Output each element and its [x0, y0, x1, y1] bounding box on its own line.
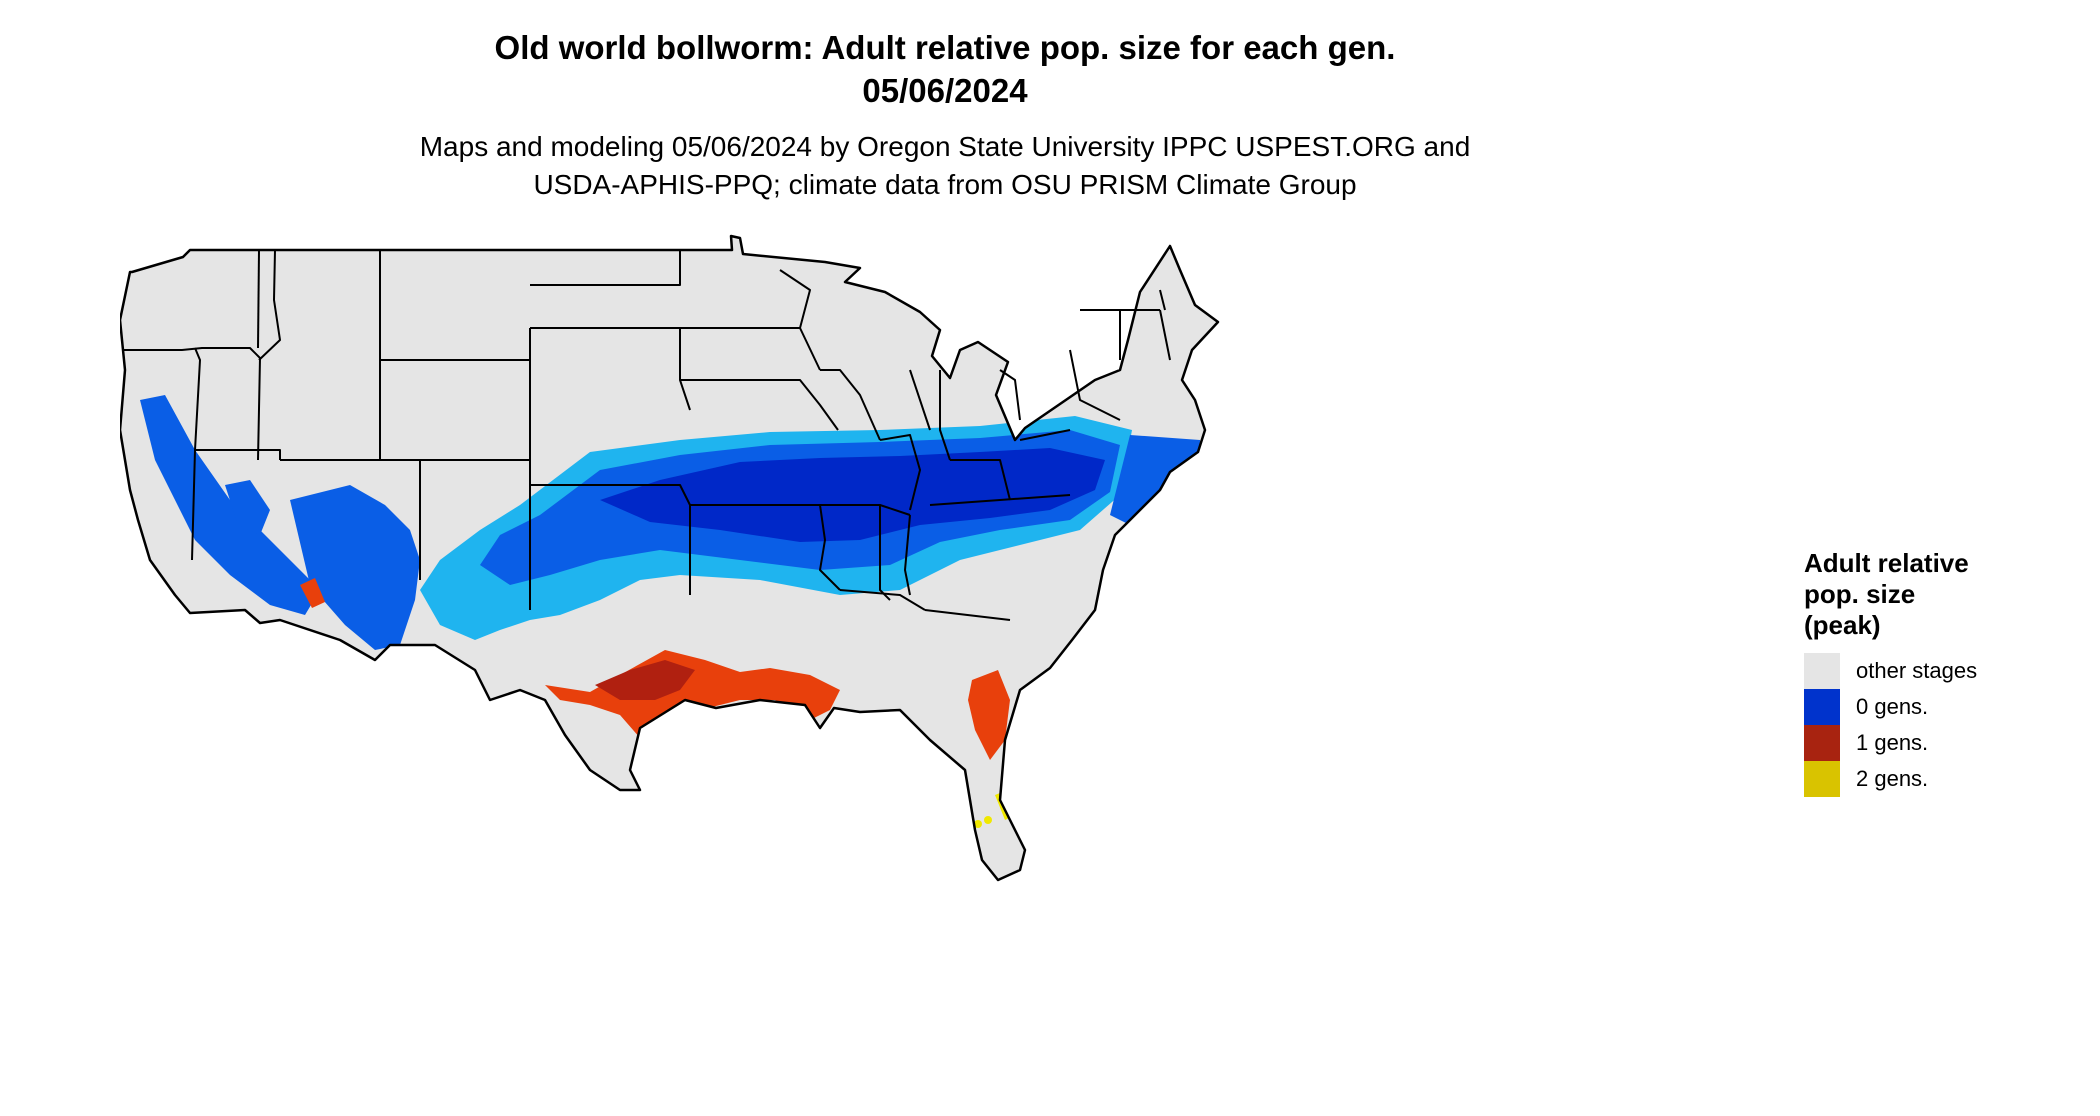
map-subtitle: Maps and modeling 05/06/2024 by Oregon S…	[0, 128, 1890, 204]
state-border	[122, 347, 261, 461]
state-border	[258, 249, 281, 361]
legend-label: 2 gens.	[1856, 766, 1929, 791]
state-border	[950, 459, 1011, 501]
state-border	[257, 249, 260, 349]
state-border	[924, 609, 1011, 621]
legend-swatch	[1804, 725, 1840, 761]
map-title: Old world bollworm: Adult relative pop. …	[0, 26, 1890, 112]
state-border	[1069, 349, 1121, 421]
pest-zone-mid-blue	[290, 485, 420, 650]
legend-label: 1 gens.	[1856, 730, 1929, 755]
state-border	[191, 347, 201, 561]
state-border	[820, 369, 881, 441]
pest-zone-orange-red	[300, 578, 325, 608]
pest-zone-orange-red	[968, 670, 1010, 760]
state-border	[1019, 429, 1071, 441]
pest-zone-orange-red	[545, 650, 840, 750]
legend-item: 2 gens.	[1804, 761, 1977, 797]
legend-item: other stages	[1804, 653, 1977, 689]
state-border	[929, 494, 1071, 506]
state-border	[819, 504, 841, 591]
state-border	[530, 327, 691, 411]
state-border	[904, 514, 911, 596]
map-subtitle-line-2: USDA-APHIS-PPQ; climate data from OSU PR…	[533, 169, 1357, 200]
legend-swatch	[1804, 761, 1840, 797]
pest-zone-dark-blue	[600, 448, 1105, 542]
state-border	[195, 449, 281, 460]
legend-item: 0 gens.	[1804, 689, 1977, 725]
state-border	[909, 369, 931, 431]
pest-zone-dark-red	[595, 660, 695, 700]
pest-zone-mid-blue	[225, 480, 270, 535]
state-border	[779, 269, 811, 329]
pest-zone-mid-blue	[140, 395, 320, 615]
legend-swatch	[1804, 653, 1840, 689]
country-outline	[120, 234, 1220, 882]
legend: Adult relative pop. size (peak) other st…	[1804, 548, 1977, 797]
state-border	[939, 370, 951, 461]
legend-swatch	[1804, 689, 1840, 725]
map-title-line-2: 05/06/2024	[862, 72, 1028, 109]
legend-item: 1 gens.	[1804, 725, 1977, 761]
legend-title: Adult relative pop. size (peak)	[1804, 548, 1969, 640]
legend-label: other stages	[1856, 658, 1978, 683]
state-border	[680, 379, 839, 431]
legend-items: other stages 0 gens. 1 gens. 2 gens.	[1804, 653, 1977, 797]
state-border	[1159, 309, 1171, 361]
state-border	[839, 589, 926, 611]
pest-zone-keys	[974, 820, 982, 828]
state-border	[879, 434, 921, 511]
state-border	[530, 484, 820, 506]
state-border	[1159, 289, 1166, 311]
state-border	[879, 505, 891, 601]
legend-label: 0 gens.	[1856, 694, 1929, 719]
us-map	[120, 234, 1220, 882]
pest-zone-keys	[984, 816, 992, 824]
map-title-line-1: Old world bollworm: Adult relative pop. …	[494, 29, 1396, 66]
state-border	[999, 369, 1021, 421]
map-subtitle-line-1: Maps and modeling 05/06/2024 by Oregon S…	[419, 131, 1471, 162]
pest-zone-keys	[964, 823, 972, 831]
